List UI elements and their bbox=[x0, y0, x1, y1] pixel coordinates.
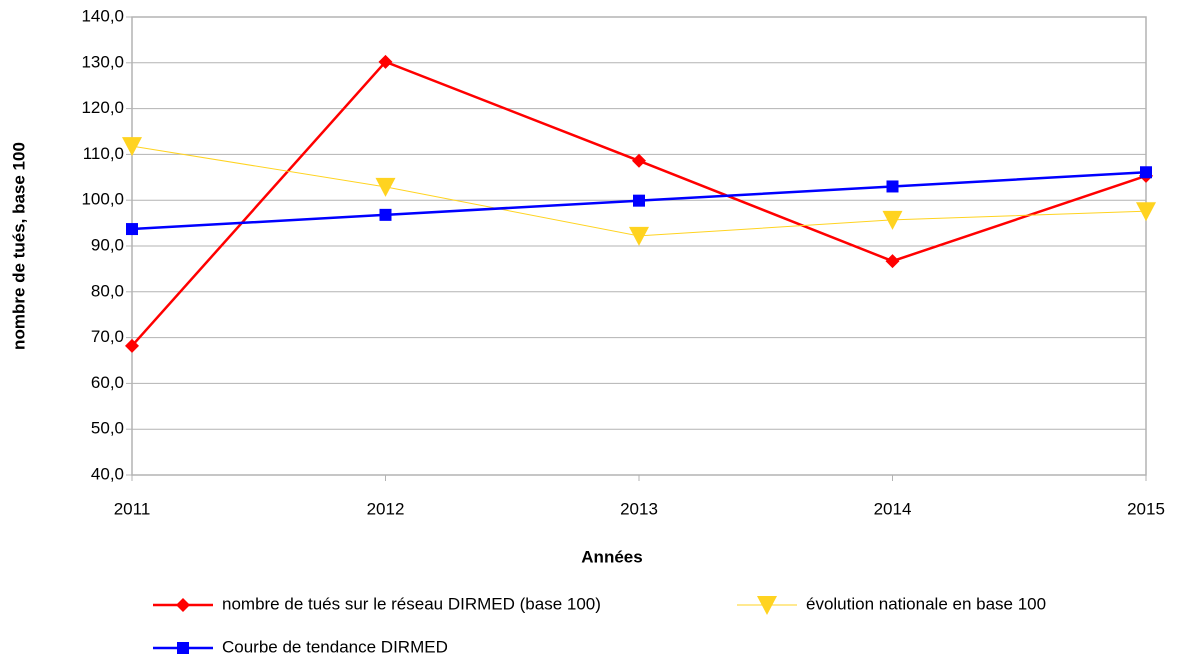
y-tick-label: 80,0 bbox=[91, 281, 124, 300]
legend-label: nombre de tués sur le réseau DIRMED (bas… bbox=[222, 594, 601, 613]
y-tick-label: 70,0 bbox=[91, 327, 124, 346]
point bbox=[629, 226, 649, 246]
legend-label: Courbe de tendance DIRMED bbox=[222, 637, 448, 656]
point bbox=[885, 254, 900, 269]
point bbox=[122, 137, 142, 157]
legend-marker bbox=[757, 596, 777, 615]
y-tick-label: 60,0 bbox=[91, 373, 124, 392]
y-tick-label: 100,0 bbox=[81, 190, 124, 209]
x-tick-label: 2015 bbox=[1127, 499, 1165, 518]
point bbox=[125, 338, 139, 353]
y-tick-label: 40,0 bbox=[91, 464, 124, 483]
y-tick-label: 50,0 bbox=[91, 419, 124, 438]
point bbox=[1136, 202, 1156, 222]
y-tick-label: 130,0 bbox=[81, 52, 124, 71]
x-tick-label: 2013 bbox=[620, 499, 658, 518]
point bbox=[126, 223, 138, 236]
y-axis-title: nombre de tués, base 100 bbox=[9, 142, 28, 350]
y-tick-label: 120,0 bbox=[81, 98, 124, 117]
x-tick-label: 2014 bbox=[874, 499, 912, 518]
legend-label: évolution nationale en base 100 bbox=[806, 594, 1046, 613]
plot-frame bbox=[131, 16, 1147, 476]
point bbox=[882, 210, 903, 230]
y-tick-label: 110,0 bbox=[83, 144, 124, 163]
point bbox=[379, 208, 392, 221]
y-tick-label: 140,0 bbox=[81, 6, 124, 25]
x-tick-label: 2011 bbox=[114, 499, 151, 518]
legend-marker bbox=[177, 642, 189, 654]
y-tick-label: 90,0 bbox=[91, 235, 124, 254]
x-axis-title: Années bbox=[581, 547, 642, 566]
x-tick-label: 2012 bbox=[367, 499, 405, 518]
point bbox=[632, 153, 646, 168]
point bbox=[886, 180, 899, 193]
point bbox=[378, 54, 393, 69]
point bbox=[1140, 166, 1152, 179]
point bbox=[633, 194, 645, 207]
point bbox=[375, 177, 396, 197]
legend-marker bbox=[176, 598, 190, 612]
